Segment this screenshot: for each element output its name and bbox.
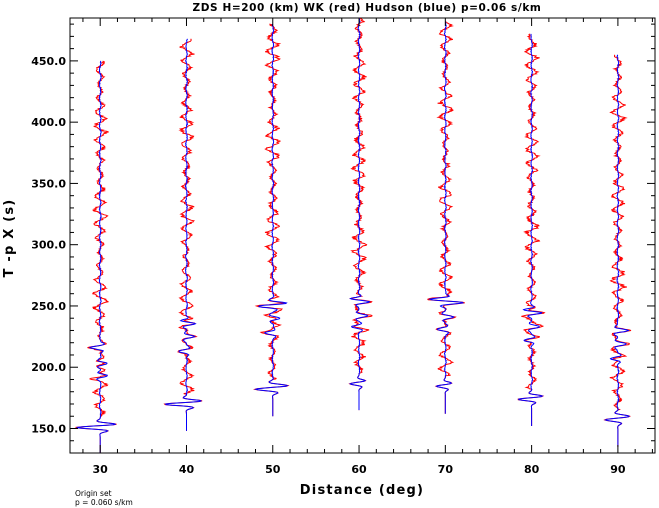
x-tick-label: 30	[93, 463, 109, 476]
hudson-traces	[75, 17, 631, 453]
hudson-trace-50	[253, 23, 289, 417]
hudson-trace-40	[164, 38, 202, 431]
wk-trace-70	[427, 21, 465, 414]
hudson-trace-90	[603, 54, 631, 447]
wk-trace-60	[348, 17, 373, 411]
plot-area	[69, 17, 656, 454]
y-axis-label: T -p X (s)	[2, 199, 17, 278]
hudson-trace-70	[428, 21, 465, 414]
x-tick-label: 80	[524, 463, 540, 476]
wk-trace-50	[252, 23, 290, 417]
x-tick-label: 50	[265, 463, 281, 476]
hudson-trace-80	[518, 33, 544, 426]
wk-trace-30	[74, 60, 117, 453]
x-tick-label: 40	[179, 463, 195, 476]
plot-frame	[69, 17, 656, 454]
hudson-trace-30	[75, 60, 116, 453]
chart-title: ZDS H=200 (km) WK (red) Hudson (blue) p=…	[193, 2, 542, 14]
y-tick-label: 300.0	[31, 239, 66, 252]
x-tick-label: 60	[351, 463, 367, 476]
wk-traces	[74, 17, 632, 453]
x-tick-label: 90	[610, 463, 626, 476]
y-tick-label: 250.0	[31, 300, 66, 313]
y-tick-label: 200.0	[31, 361, 66, 374]
x-axis-label: Distance (deg)	[300, 483, 424, 498]
x-tick-label: 70	[438, 463, 454, 476]
y-tick-label: 150.0	[31, 422, 66, 435]
y-tick-label: 350.0	[31, 177, 66, 190]
slowness-note: p = 0.060 s/km	[75, 498, 133, 507]
hudson-trace-60	[348, 17, 371, 411]
y-tick-label: 400.0	[31, 116, 66, 129]
axis-ticks	[70, 18, 655, 453]
y-tick-label: 450.0	[31, 55, 66, 68]
wk-trace-40	[163, 38, 203, 431]
origin-note: Origin set	[75, 489, 112, 498]
